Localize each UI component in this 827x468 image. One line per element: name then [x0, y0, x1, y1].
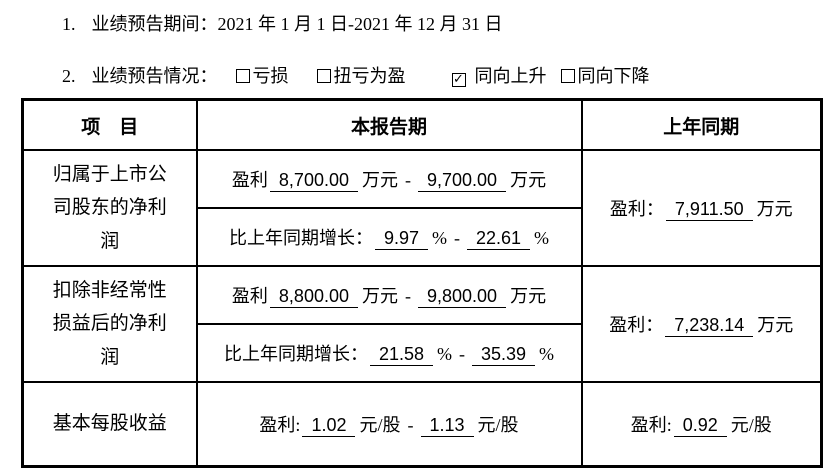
range-dash: - — [454, 228, 460, 248]
forecast-period-value: 2021 年 1 月 1 日-2021 年 12 月 31 日 — [217, 14, 503, 34]
growth-prefix: 比上年同期增长： — [223, 344, 368, 364]
deducted-profit-prior-cell: 盈利： 7,238.14 万元 — [580, 265, 823, 383]
option-label: 扭亏为盈 — [333, 66, 406, 86]
forecast-option-turnaround: 扭亏为盈 — [316, 62, 406, 88]
unit-label: 万元 — [757, 315, 794, 335]
checkbox-icon — [316, 69, 331, 83]
row-item-net-profit: 归属于上市公司股东的净利润 — [21, 149, 198, 267]
unit-label: 万元 — [756, 199, 793, 219]
forecast-table: 项 目 本报告期 上年同期 归属于上市公司股东的净利润 盈利 8,700.00 万元… — [21, 98, 823, 468]
percent-sign: % — [437, 344, 452, 364]
unit-label: 万元 — [510, 286, 547, 306]
header-prior-period: 上年同期 — [580, 98, 823, 151]
row-item-deducted-profit: 扣除非经常性损益后的净利润 — [21, 265, 198, 383]
profit-prefix: 盈利: — [259, 415, 301, 435]
checkbox-icon — [235, 69, 250, 83]
percent-sign: % — [432, 228, 447, 248]
item-number: 2. — [62, 66, 76, 86]
table-row-net-profit: 归属于上市公司股东的净利润 盈利 8,700.00 万元 -9,700.00 万元 盈利… — [21, 149, 823, 267]
profit-high-value: 9,800.00 — [418, 286, 507, 308]
growth-prefix: 比上年同期增长： — [228, 228, 373, 248]
eps-low-value: 1.02 — [302, 415, 356, 437]
table-row-eps: 基本每股收益 盈利: 1.02 元/股 -1.13 元/股 盈利: 0.92 元/股 — [21, 381, 823, 468]
deducted-profit-range-cell: 盈利 8,800.00 万元 -9,800.00 万元 — [195, 265, 583, 325]
range-dash: - — [407, 415, 414, 435]
growth-high-value: 22.61 — [467, 228, 531, 250]
forecast-period-label: 业绩预告期间： — [91, 14, 218, 34]
item-number: 1. — [62, 14, 76, 34]
profit-prefix: 盈利： — [609, 315, 664, 335]
header-current-period: 本报告期 — [195, 98, 583, 151]
profit-low-value: 8,700.00 — [269, 170, 358, 192]
row-item-eps: 基本每股收益 — [21, 381, 198, 468]
range-dash: - — [405, 286, 411, 306]
checkbox-icon — [560, 69, 575, 83]
forecast-option-loss: 亏损 — [235, 62, 289, 88]
unit-label: 元/股 — [359, 415, 401, 435]
profit-prefix: 盈利: — [630, 415, 672, 435]
table-row-deducted-profit: 扣除非经常性损益后的净利润 盈利 8,800.00 万元 -9,800.00 万元 盈利… — [21, 265, 823, 383]
forecast-situation-line: 2. 业绩预告情况： 亏损 扭亏为盈 ✓ 同向上升 同向下降 — [0, 62, 827, 88]
table-row-net-profit-growth: 比上年同期增长： 9.97% -22.61% — [23, 207, 822, 267]
eps-prior-value: 0.92 — [673, 415, 727, 437]
range-dash: - — [459, 344, 465, 364]
forecast-option-decrease: 同向下降 — [560, 62, 650, 88]
table-header-row: 项 目 本报告期 上年同期 — [21, 98, 823, 151]
range-dash: - — [405, 170, 411, 190]
growth-high-value: 35.39 — [472, 344, 536, 366]
forecast-situation-label: 业绩预告情况： — [91, 66, 218, 86]
table-row-deducted-profit-growth: 比上年同期增长： 21.58% -35.39% — [23, 323, 822, 383]
percent-sign: % — [534, 228, 550, 248]
option-label: 同向下降 — [577, 66, 650, 86]
unit-label: 万元 — [362, 170, 398, 190]
profit-high-value: 9,700.00 — [418, 170, 507, 192]
eps-range-cell: 盈利: 1.02 元/股 -1.13 元/股 — [195, 381, 583, 468]
net-profit-range-cell: 盈利 8,700.00 万元 -9,700.00 万元 — [195, 149, 583, 209]
unit-label: 元/股 — [477, 415, 519, 435]
growth-low-value: 21.58 — [369, 344, 433, 366]
option-label: 亏损 — [252, 66, 289, 86]
profit-prefix: 盈利 — [231, 286, 268, 306]
header-item: 项 目 — [21, 98, 198, 151]
eps-prior-cell: 盈利: 0.92 元/股 — [580, 381, 823, 468]
deducted-profit-growth-cell: 比上年同期增长： 21.58% -35.39% — [195, 323, 583, 383]
option-label: 同向上升 — [474, 66, 547, 86]
percent-sign: % — [539, 344, 555, 364]
unit-label: 万元 — [362, 286, 398, 306]
net-profit-prior-cell: 盈利： 7,911.50 万元 — [580, 149, 823, 267]
eps-high-value: 1.13 — [420, 415, 474, 437]
prior-value: 7,911.50 — [665, 199, 753, 221]
profit-prefix: 盈利： — [609, 199, 664, 219]
checkbox-icon: ✓ — [451, 72, 466, 87]
unit-label: 元/股 — [730, 415, 772, 435]
forecast-option-increase: ✓ 同向上升 — [451, 62, 547, 88]
profit-prefix: 盈利 — [231, 170, 268, 190]
prior-value: 7,238.14 — [665, 315, 754, 337]
net-profit-growth-cell: 比上年同期增长： 9.97% -22.61% — [195, 207, 583, 267]
forecast-period-line: 1. 业绩预告期间：2021 年 1 月 1 日-2021 年 12 月 31 日 — [0, 10, 827, 36]
growth-low-value: 9.97 — [374, 228, 428, 250]
profit-low-value: 8,800.00 — [269, 286, 358, 308]
unit-label: 万元 — [510, 170, 547, 190]
